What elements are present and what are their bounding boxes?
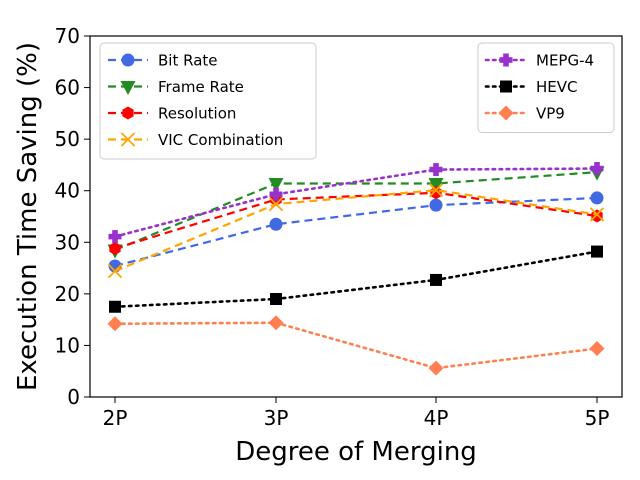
legend-marker bbox=[500, 80, 512, 93]
legend-label: MEPG-4 bbox=[536, 52, 594, 70]
series-line bbox=[114, 189, 598, 273]
legend-entry-frame-rate: Frame Rate bbox=[108, 78, 244, 96]
data-point bbox=[430, 273, 442, 286]
x-axis-label: Degree of Merging bbox=[235, 437, 477, 467]
series-mepg-4 bbox=[108, 162, 604, 244]
legend-marker bbox=[121, 53, 135, 67]
legend-label: VP9 bbox=[536, 105, 565, 123]
data-point bbox=[430, 186, 442, 200]
x-tick-label: 4P bbox=[424, 406, 449, 430]
plot-area bbox=[107, 162, 605, 376]
legend-right: MEPG-4 HEVC VP9 bbox=[477, 42, 615, 133]
series-hevc bbox=[109, 245, 603, 313]
legend-box bbox=[477, 42, 615, 133]
legend-label: Resolution bbox=[158, 105, 236, 123]
data-point bbox=[109, 300, 121, 313]
ticks: 0 10 20 30 40 50 60 70 2P 3P 4P 5P bbox=[55, 24, 610, 430]
axes bbox=[89, 35, 623, 398]
legend-entry-vp9: VP9 bbox=[484, 105, 565, 123]
data-point bbox=[107, 316, 123, 332]
legend-entry-bit-rate: Bit Rate bbox=[108, 52, 218, 70]
data-point bbox=[268, 196, 284, 212]
data-point bbox=[270, 293, 282, 306]
legend-label: Frame Rate bbox=[158, 78, 244, 96]
data-point bbox=[590, 191, 604, 205]
y-tick-label: 30 bbox=[55, 230, 80, 254]
series-vp9 bbox=[107, 315, 605, 376]
data-point bbox=[107, 264, 123, 279]
series-line bbox=[114, 196, 598, 268]
data-point bbox=[109, 241, 121, 255]
y-tick-label: 0 bbox=[67, 385, 80, 409]
data-point bbox=[269, 187, 283, 201]
legend-label: VIC Combination bbox=[158, 131, 283, 149]
legend-label: Bit Rate bbox=[158, 52, 218, 70]
series-vic-combination bbox=[107, 183, 605, 279]
series-line bbox=[113, 321, 599, 370]
y-tick-label: 70 bbox=[55, 24, 80, 48]
data-point bbox=[108, 230, 122, 244]
legend-marker bbox=[122, 106, 134, 120]
x-tick-label: 5P bbox=[585, 406, 610, 430]
legend-marker bbox=[120, 132, 136, 147]
legend-box bbox=[99, 42, 317, 160]
y-tick-label: 50 bbox=[55, 127, 80, 151]
y-tick-label: 10 bbox=[55, 333, 80, 357]
legend-entry-mepg-4: MEPG-4 bbox=[484, 52, 594, 70]
legend-entry-hevc: HEVC bbox=[484, 78, 578, 96]
legend-marker bbox=[498, 105, 514, 121]
data-point bbox=[428, 360, 444, 376]
legend-entry-resolution: Resolution bbox=[108, 105, 236, 123]
legend-marker bbox=[120, 81, 136, 95]
data-point bbox=[429, 198, 443, 212]
data-point bbox=[268, 177, 284, 192]
data-point bbox=[429, 163, 443, 177]
data-point bbox=[589, 207, 605, 222]
data-point bbox=[428, 177, 444, 192]
data-point bbox=[590, 162, 604, 176]
legend-entry-vic-combination: VIC Combination bbox=[108, 131, 283, 149]
series-frame-rate bbox=[107, 166, 605, 259]
plot-frame bbox=[89, 35, 623, 398]
data-point bbox=[269, 217, 283, 231]
data-point bbox=[428, 183, 444, 198]
y-tick-label: 40 bbox=[55, 179, 80, 203]
legend-label: HEVC bbox=[536, 78, 578, 96]
x-tick-label: 2P bbox=[103, 406, 128, 430]
y-tick-label: 20 bbox=[55, 282, 80, 306]
y-tick-label: 60 bbox=[55, 76, 80, 100]
series-line bbox=[113, 167, 599, 238]
y-axis-label: Execution Time Saving (%) bbox=[13, 42, 43, 391]
series-line bbox=[114, 171, 598, 252]
data-point bbox=[591, 245, 603, 258]
legend-left: Bit Rate Frame Rate Resolution VIC Combinat… bbox=[99, 42, 317, 160]
series-line bbox=[113, 250, 599, 309]
x-tick-label: 3P bbox=[264, 406, 289, 430]
data-point bbox=[589, 341, 605, 357]
legend-marker bbox=[499, 53, 513, 67]
data-point bbox=[268, 315, 284, 331]
